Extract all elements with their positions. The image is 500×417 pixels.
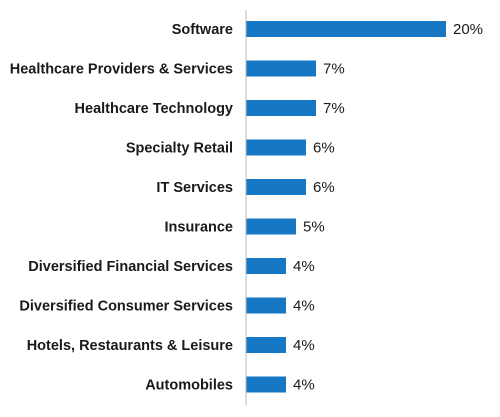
bars-layer: Software 20% Healthcare Providers & Servic… xyxy=(10,21,483,394)
bar xyxy=(246,258,286,274)
data-label: 7% xyxy=(323,100,345,117)
bar xyxy=(246,139,306,156)
data-label: 4% xyxy=(293,377,315,394)
bar xyxy=(246,337,286,353)
bar xyxy=(246,376,286,393)
bar xyxy=(246,21,446,37)
data-label: 6% xyxy=(313,140,335,157)
bar xyxy=(246,179,306,195)
category-label: Hotels, Restaurants & Leisure xyxy=(27,338,233,354)
data-label: 6% xyxy=(313,179,335,196)
category-label: IT Services xyxy=(156,180,233,196)
category-label: Insurance xyxy=(165,220,234,236)
data-label: 4% xyxy=(293,258,315,275)
data-label: 7% xyxy=(323,61,345,78)
category-label: Healthcare Providers & Services xyxy=(10,62,233,78)
bar xyxy=(246,218,296,235)
data-label: 4% xyxy=(293,337,315,354)
category-label: Diversified Consumer Services xyxy=(19,299,233,315)
bar xyxy=(246,100,316,116)
category-label: Diversified Financial Services xyxy=(28,259,233,275)
bar xyxy=(246,60,316,77)
data-label: 20% xyxy=(453,21,483,38)
category-label: Healthcare Technology xyxy=(75,101,233,117)
bar xyxy=(246,297,286,314)
category-label: Automobiles xyxy=(145,378,233,394)
data-label: 5% xyxy=(303,219,325,236)
category-label: Software xyxy=(172,22,233,38)
data-label: 4% xyxy=(293,298,315,315)
category-label: Specialty Retail xyxy=(126,141,233,157)
